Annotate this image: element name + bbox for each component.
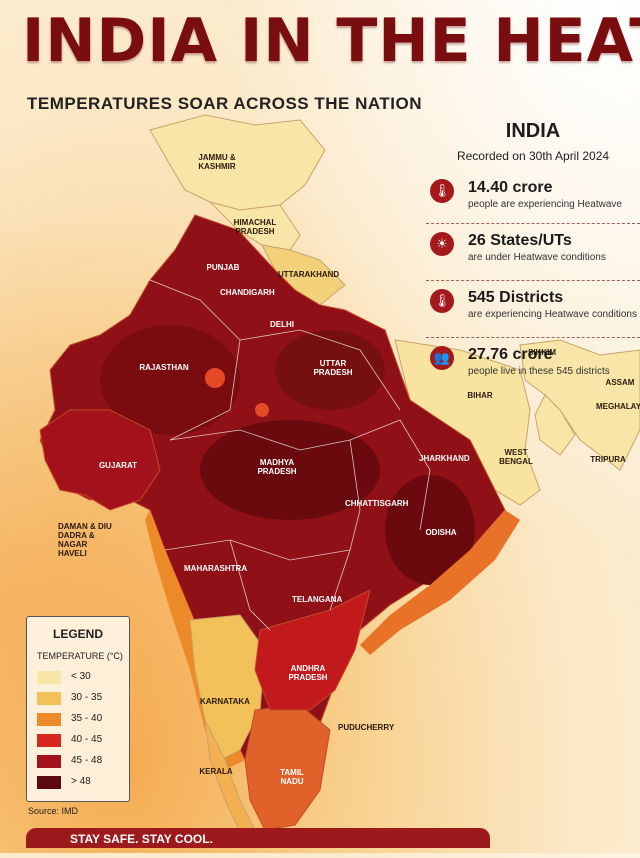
legend-item: 35 - 40 bbox=[27, 709, 129, 730]
hotspot-small-1 bbox=[205, 368, 225, 388]
footer-banner: STAY SAFE. STAY COOL. bbox=[26, 828, 490, 848]
label-odisha: ODISHA bbox=[425, 528, 457, 537]
legend-label: 30 - 35 bbox=[71, 692, 103, 703]
legend-label: 35 - 40 bbox=[71, 713, 103, 724]
legend-label: < 30 bbox=[71, 671, 91, 682]
legend-swatch bbox=[37, 692, 61, 705]
label-jammu-kashmir: JAMMU & KASHMIR bbox=[198, 153, 236, 171]
label-himachal: HIMACHAL PRADESH bbox=[233, 218, 277, 236]
legend: LEGEND TEMPERATURE (°C) < 30 30 - 35 35 … bbox=[26, 616, 130, 802]
legend-label: 45 - 48 bbox=[71, 755, 103, 766]
stat-description: are experiencing Heatwave conditions bbox=[468, 309, 637, 320]
label-rajasthan: RAJASTHAN bbox=[139, 363, 189, 372]
hotspot-mp bbox=[200, 420, 380, 520]
label-punjab: PUNJAB bbox=[206, 263, 240, 272]
map-svg bbox=[39, 114, 640, 833]
stat-value: 26 States/UTs bbox=[468, 232, 572, 249]
hotspot-odisha bbox=[385, 475, 475, 585]
label-uttarakhand: UTTARAKHAND bbox=[278, 270, 340, 279]
hotspot-rajasthan bbox=[100, 325, 240, 435]
label-telangana: TELANGANA bbox=[292, 595, 343, 604]
label-andhra-pradesh: ANDHRA PRADESH bbox=[288, 664, 328, 682]
hotspot-small-2 bbox=[255, 403, 269, 417]
label-chandigarh: CHANDIGARH bbox=[220, 288, 275, 297]
page-title: INDIA IN THE HEAT bbox=[22, 6, 640, 76]
stat-item: 🌡 14.40 crore people are experiencing He… bbox=[426, 171, 640, 215]
region-gujarat bbox=[39, 409, 161, 511]
stat-value: 545 Districts bbox=[468, 289, 564, 306]
thermometer-icon: 🌡 bbox=[430, 179, 454, 203]
label-uttar-pradesh: UTTAR PRADESH bbox=[313, 359, 353, 377]
legend-swatch bbox=[37, 734, 61, 747]
region-bangladesh-border bbox=[534, 394, 576, 456]
label-madhya-pradesh: MADHYA PRADESH bbox=[257, 458, 297, 476]
stats-recorded-date: Recorded on 30th April 2024 bbox=[456, 149, 610, 163]
region-andhra bbox=[254, 589, 371, 711]
stat-description: people live in these 545 districts bbox=[468, 366, 610, 377]
legend-swatch bbox=[37, 671, 61, 684]
label-maharashtra: MAHARASHTRA bbox=[184, 564, 248, 573]
sun-icon: ☀ bbox=[430, 232, 454, 256]
source-note: Source: IMD bbox=[28, 806, 79, 816]
label-bihar: BIHAR bbox=[467, 391, 493, 400]
legend-swatch bbox=[37, 755, 61, 768]
region-himachal bbox=[208, 201, 301, 251]
legend-item: 30 - 35 bbox=[27, 688, 129, 709]
page-subtitle: TEMPERATURES SOAR ACROSS THE NATION bbox=[27, 94, 422, 113]
label-karnataka: KARNATAKA bbox=[200, 697, 250, 706]
label-jharkhand: JHARKHAND bbox=[419, 454, 470, 463]
label-puducherry: PUDUCHERRY bbox=[338, 723, 395, 732]
stats-title: INDIA bbox=[505, 120, 561, 142]
legend-swatch bbox=[37, 776, 61, 789]
stat-description: people are experiencing Heatwave bbox=[468, 199, 622, 210]
legend-swatch bbox=[37, 713, 61, 726]
state-borders bbox=[149, 279, 431, 631]
label-chhattisgarh: CHHATTISGARH bbox=[345, 499, 409, 508]
stat-value: 27.76 crore bbox=[468, 346, 553, 363]
stat-description: are under Heatwave conditions bbox=[468, 252, 606, 263]
stat-item: 🌡 545 Districts are experiencing Heatwav… bbox=[426, 280, 640, 329]
stats-panel: INDIA Recorded on 30th April 2024 🌡 14.4… bbox=[426, 120, 640, 386]
label-west-bengal: WEST BENGAL bbox=[499, 448, 533, 466]
region-jammu-kashmir bbox=[149, 114, 326, 211]
label-assam: ASSAM bbox=[605, 378, 635, 387]
legend-title: LEGEND bbox=[52, 627, 103, 641]
region-east-coast bbox=[360, 510, 520, 655]
label-tripura: TRIPURA bbox=[590, 455, 626, 464]
legend-label: > 48 bbox=[71, 776, 91, 787]
region-tamil-nadu bbox=[244, 704, 331, 831]
label-daman-dadra: DAMAN & DIU DADRA & NAGAR HAVELI bbox=[58, 522, 112, 558]
label-kerala: KERALA bbox=[199, 767, 233, 776]
stat-item: ☀ 26 States/UTs are under Heatwave condi… bbox=[426, 223, 640, 272]
legend-item: < 30 bbox=[27, 667, 129, 688]
legend-label: 40 - 45 bbox=[71, 734, 103, 745]
people-icon: 👥 bbox=[430, 346, 454, 370]
legend-item: 40 - 45 bbox=[27, 730, 129, 751]
label-sikkim: SIKKIM bbox=[528, 348, 556, 357]
thermometer-icon: 🌡 bbox=[430, 289, 454, 313]
label-delhi: DELHI bbox=[270, 320, 294, 329]
label-gujarat: GUJARAT bbox=[98, 461, 138, 470]
stat-value: 14.40 crore bbox=[468, 179, 553, 196]
label-tamil-nadu: TAMIL NADU bbox=[280, 768, 304, 786]
region-karnataka bbox=[189, 614, 266, 761]
region-northeast bbox=[519, 339, 640, 471]
legend-unit: TEMPERATURE (°C) bbox=[37, 651, 123, 661]
stat-item: 👥 27.76 crore people live in these 545 d… bbox=[426, 337, 640, 386]
hotspot-up bbox=[275, 330, 385, 410]
legend-item: > 48 bbox=[27, 772, 129, 793]
label-meghalaya: MEGHALAYA bbox=[596, 402, 640, 411]
india-heat-map: JAMMU & KASHMIR HIMACHAL PRADESH PUNJAB … bbox=[0, 110, 640, 853]
legend-item: 45 - 48 bbox=[27, 751, 129, 772]
